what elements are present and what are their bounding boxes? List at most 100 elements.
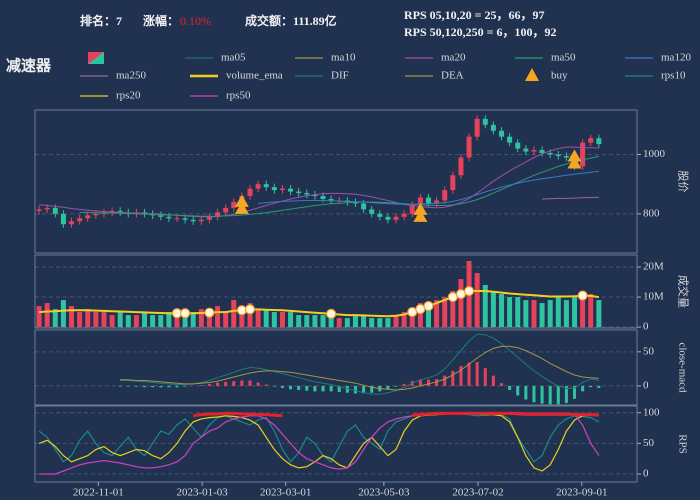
macd-bar [240,380,244,386]
volume-bar [198,309,204,328]
sector-title: 减速器 [6,56,52,74]
macd-bar [353,385,357,394]
volume-bar [515,297,521,328]
legend-label: ma120 [661,52,691,64]
macd-bar [289,385,293,390]
buy-marker [234,201,249,214]
volume-bar [174,315,180,328]
volume-bar [417,303,423,328]
macd-bar [418,379,422,386]
candle-body [206,216,212,220]
volume-bar [296,315,302,328]
candle-body [547,153,553,155]
volume-bar [215,306,221,328]
x-tick-label: 2022-11-01 [73,487,124,499]
legend-candle-down [88,52,104,64]
legend-label: buy [551,70,568,82]
volume-bar [206,309,212,328]
volume-bar [344,318,350,328]
macd-bar [143,385,147,388]
volume-bar [117,312,123,328]
volume-bar [555,297,561,328]
candle-body [263,184,269,188]
macd-bar [264,384,268,386]
volume-bar [239,306,245,328]
macd-bar [280,385,284,388]
x-tick-label: 2023-07-02 [452,487,503,499]
volume-ema-line [39,290,600,318]
candle-body [198,219,204,222]
volume-marker [577,290,588,301]
candle-body [588,138,594,143]
volume-bar [69,306,75,328]
candle-body [247,188,253,197]
volume-bar [190,312,196,328]
x-tick-label: 2023-05-03 [358,487,410,499]
volume-bar [44,303,50,328]
legend-label: ma10 [331,52,356,64]
y-axis-label: RPS [676,434,688,454]
volume-bar [450,291,456,328]
macd-bar [370,385,374,393]
macd-bar [426,379,430,386]
volume-bar [434,300,440,328]
volume-bar [361,315,367,328]
macd-bar [459,366,463,386]
volume-bar [288,312,294,328]
legend-label: ma50 [551,52,576,64]
candle-body [563,155,569,158]
macd-bar [118,385,122,387]
candle-body [223,207,229,213]
volume-bar [499,294,505,328]
macd-bar [402,383,406,386]
candle-body [539,150,545,154]
legend-label: rps50 [226,90,251,102]
y-axis-label: close-macd [676,342,688,393]
turnover: 成交额：111.89亿 [245,13,337,28]
y-axis-label: 成交量 [676,275,690,308]
volume-bar [458,279,464,328]
macd-bar [532,385,536,403]
legend-label: rps10 [661,70,686,82]
volume-bar [596,300,602,328]
volume-bar [328,315,334,328]
macd-bar [524,385,528,400]
buy-marker [413,202,428,215]
candle-body [44,207,50,210]
legend-label: volume_ema [226,70,283,82]
volume-bar [442,297,448,328]
volume-bar [304,315,310,328]
volume-bar [588,294,594,328]
volume-bar [109,315,115,328]
macd-bar [232,381,236,386]
macd-bar [483,368,487,386]
candle-body [555,154,561,156]
candle-body [499,130,505,137]
candle-body [166,216,172,219]
legend-label: ma05 [221,52,246,64]
macd-bar [516,385,520,396]
candle-body [515,142,521,149]
legend-label: DEA [441,70,464,82]
volume-marker [463,285,475,297]
buy-marker [567,156,582,169]
volume-bar [52,309,58,328]
y-tick-label: 100 [643,406,660,418]
volume-bar [377,318,383,328]
macd-bar [321,385,325,392]
macd-bar [151,385,155,388]
legend-label: DIF [331,70,349,82]
candle-body [401,213,407,217]
candle-body [77,218,83,222]
y-tick-label: 0 [643,321,649,333]
rps-line [412,411,600,417]
macd-bar [175,385,179,388]
volume-bar [531,300,537,328]
volume-bar [101,312,107,328]
macd-bar [272,385,276,387]
rps-long: RPS 50,120,250 = 6，100，92 [404,25,557,39]
macd-bar [207,383,211,386]
volume-bar [385,318,391,328]
macd-bar [167,385,171,388]
legend-label: ma250 [116,70,146,82]
